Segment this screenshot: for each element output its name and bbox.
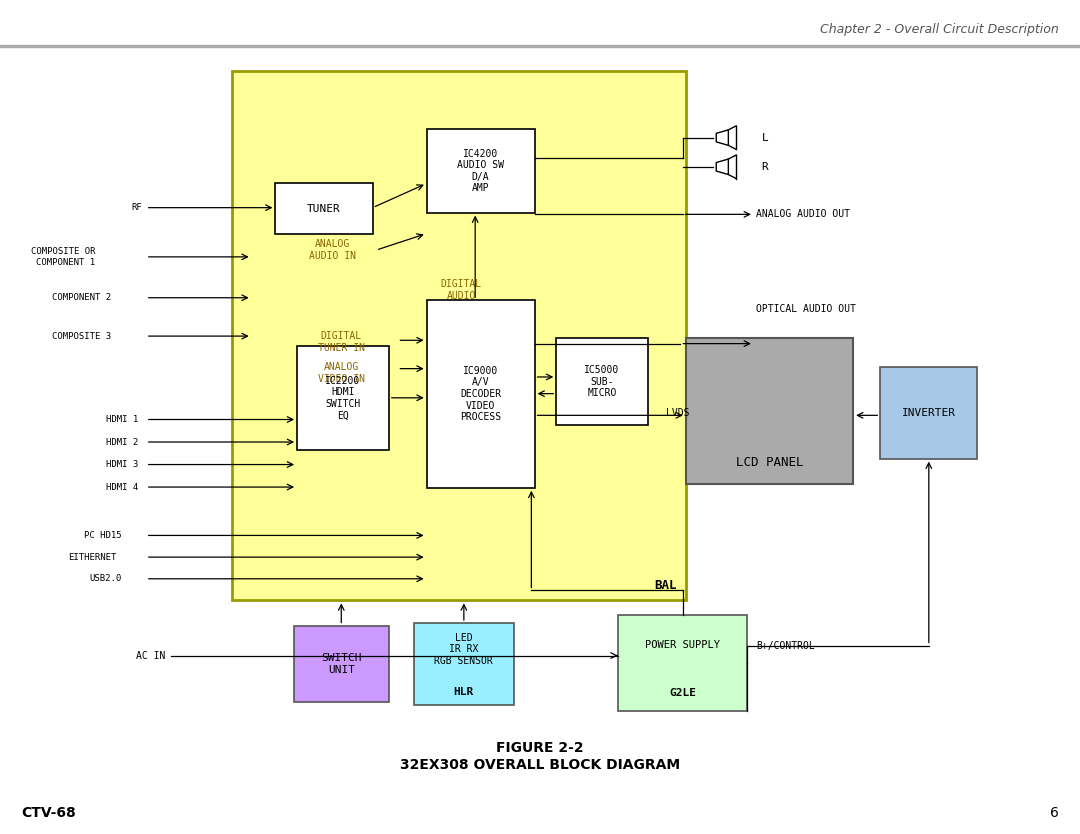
Text: OPTICAL AUDIO OUT: OPTICAL AUDIO OUT (756, 304, 855, 314)
Text: POWER SUPPLY: POWER SUPPLY (645, 641, 720, 651)
Text: Chapter 2 - Overall Circuit Description: Chapter 2 - Overall Circuit Description (820, 23, 1058, 36)
FancyBboxPatch shape (880, 367, 977, 459)
Text: LCD PANEL: LCD PANEL (735, 455, 804, 469)
Text: B+/CONTROL: B+/CONTROL (756, 641, 814, 651)
Text: IC5000
SUB-
MICRO: IC5000 SUB- MICRO (584, 365, 620, 398)
Text: USB2.0: USB2.0 (90, 575, 122, 583)
Text: COMPONENT 2: COMPONENT 2 (52, 294, 111, 302)
FancyBboxPatch shape (294, 626, 389, 702)
Text: AC IN: AC IN (136, 651, 165, 661)
Text: HDMI 1: HDMI 1 (106, 415, 138, 424)
FancyBboxPatch shape (232, 71, 686, 600)
Text: L: L (761, 133, 768, 143)
Text: INVERTER: INVERTER (902, 408, 956, 418)
Text: HDMI 3: HDMI 3 (106, 460, 138, 469)
FancyBboxPatch shape (556, 338, 648, 425)
Text: HLR: HLR (454, 687, 474, 697)
Text: EITHERNET: EITHERNET (68, 553, 117, 561)
FancyBboxPatch shape (427, 129, 535, 213)
FancyBboxPatch shape (686, 338, 853, 484)
FancyBboxPatch shape (297, 346, 389, 450)
FancyBboxPatch shape (275, 183, 373, 234)
Text: LED
IR RX
RGB SENSOR: LED IR RX RGB SENSOR (434, 632, 494, 666)
Polygon shape (716, 159, 728, 174)
Polygon shape (716, 130, 728, 145)
Text: G2LE: G2LE (669, 688, 696, 698)
Text: IC9000
A/V
DECODER
VIDEO
PROCESS: IC9000 A/V DECODER VIDEO PROCESS (460, 366, 501, 422)
Text: SWITCH
UNIT: SWITCH UNIT (321, 653, 362, 675)
Text: TUNER: TUNER (307, 203, 341, 214)
Text: COMPOSITE OR
COMPONENT 1: COMPOSITE OR COMPONENT 1 (30, 247, 95, 267)
Text: ANALOG AUDIO OUT: ANALOG AUDIO OUT (756, 209, 850, 219)
FancyBboxPatch shape (414, 623, 514, 705)
FancyBboxPatch shape (427, 300, 535, 488)
Text: HDMI 2: HDMI 2 (106, 438, 138, 446)
Text: COMPOSITE 3: COMPOSITE 3 (52, 332, 111, 340)
Text: LVDS: LVDS (666, 408, 690, 418)
Text: DIGITAL
TUNER IN: DIGITAL TUNER IN (318, 331, 365, 353)
Text: BAL: BAL (654, 579, 677, 592)
Text: ANALOG
VIDEO IN: ANALOG VIDEO IN (318, 362, 365, 384)
Text: HDMI 4: HDMI 4 (106, 483, 138, 491)
Text: FIGURE 2-2
32EX308 OVERALL BLOCK DIAGRAM: FIGURE 2-2 32EX308 OVERALL BLOCK DIAGRAM (400, 741, 680, 771)
Text: R: R (761, 162, 768, 172)
Text: DIGITAL
AUDIO: DIGITAL AUDIO (441, 279, 482, 301)
Text: RF: RF (132, 203, 143, 212)
Text: 6: 6 (1050, 806, 1058, 820)
FancyBboxPatch shape (618, 615, 747, 711)
Text: CTV-68: CTV-68 (22, 806, 77, 820)
Text: PC HD15: PC HD15 (84, 531, 122, 540)
Text: ANALOG
AUDIO IN: ANALOG AUDIO IN (309, 239, 356, 261)
Text: IC2200
HDMI
SWITCH
EQ: IC2200 HDMI SWITCH EQ (325, 376, 361, 420)
Text: IC4200
AUDIO SW
D/A
AMP: IC4200 AUDIO SW D/A AMP (457, 148, 504, 193)
